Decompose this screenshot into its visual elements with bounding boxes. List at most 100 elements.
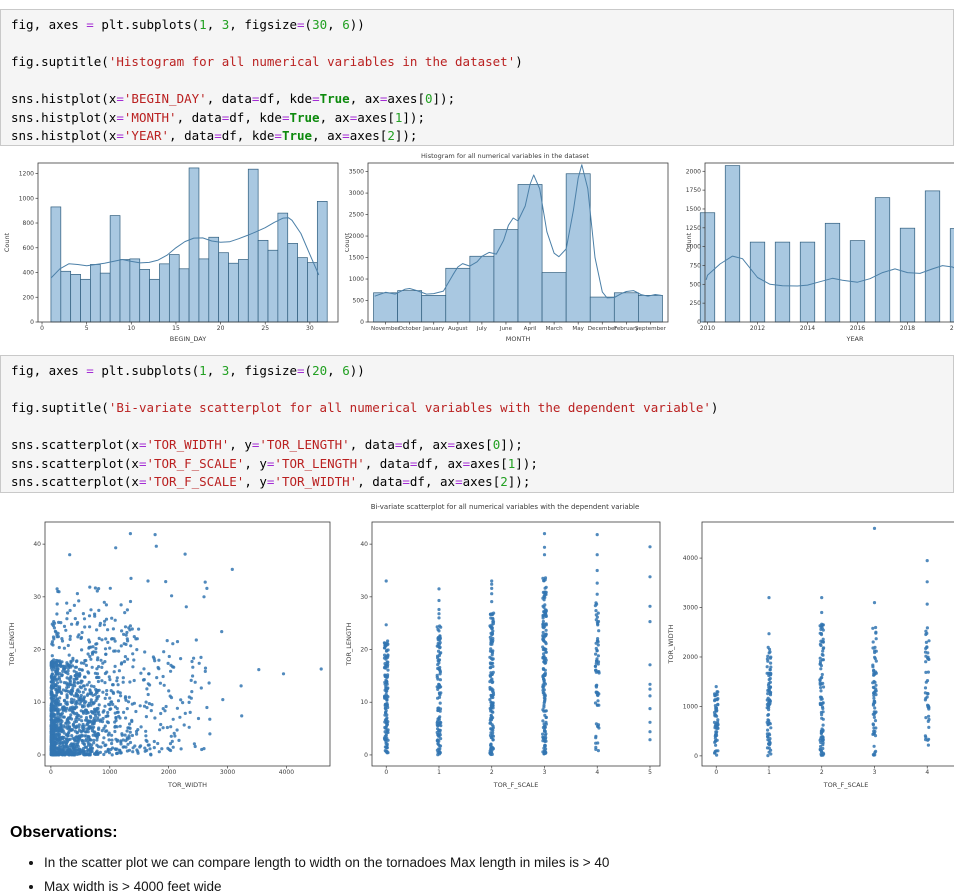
- svg-text:2000: 2000: [686, 168, 701, 175]
- svg-text:March: March: [546, 326, 564, 332]
- svg-text:BEGIN_DAY: BEGIN_DAY: [170, 335, 206, 343]
- svg-text:Count: Count: [685, 232, 693, 252]
- code-line: fig.suptitle('Bi-variate scatterplot for…: [11, 400, 719, 415]
- svg-text:1000: 1000: [102, 769, 117, 776]
- svg-text:2014: 2014: [800, 325, 815, 332]
- svg-text:2000: 2000: [683, 654, 698, 661]
- svg-text:5: 5: [85, 325, 89, 332]
- observation-item: In the scatter plot we can compare lengt…: [44, 855, 954, 870]
- svg-text:November: November: [371, 326, 401, 332]
- svg-text:250: 250: [690, 300, 702, 307]
- code-line: fig.suptitle('Histogram for all numerica…: [11, 54, 523, 69]
- svg-text:2000: 2000: [349, 233, 364, 240]
- code-line: [11, 418, 943, 437]
- svg-text:2: 2: [820, 769, 824, 776]
- svg-text:September: September: [635, 326, 667, 332]
- svg-text:3: 3: [543, 769, 547, 776]
- code-line: sns.histplot(x='YEAR', data=df, kde=True…: [11, 128, 418, 143]
- svg-text:2000: 2000: [161, 769, 176, 776]
- svg-text:August: August: [448, 326, 468, 332]
- observation-item: Max width is > 4000 feet wide: [44, 879, 954, 894]
- histogram-figure-title: Histogram for all numerical variables in…: [421, 152, 589, 160]
- code-line: sns.histplot(x='MONTH', data=df, kde=Tru…: [11, 109, 425, 125]
- svg-text:3000: 3000: [220, 769, 235, 776]
- svg-text:3500: 3500: [349, 169, 364, 176]
- observations-heading: Observations:: [10, 824, 118, 841]
- svg-text:TOR_F_SCALE: TOR_F_SCALE: [823, 781, 869, 789]
- code-line: sns.scatterplot(x='TOR_WIDTH', y='TOR_LE…: [11, 437, 523, 452]
- svg-text:October: October: [398, 326, 421, 332]
- svg-text:4000: 4000: [683, 555, 698, 562]
- svg-text:April: April: [524, 326, 537, 332]
- svg-text:TOR_WIDTH: TOR_WIDTH: [667, 624, 675, 664]
- svg-text:TOR_WIDTH: TOR_WIDTH: [167, 781, 207, 789]
- svg-text:3000: 3000: [349, 190, 364, 197]
- svg-text:2500: 2500: [349, 212, 364, 219]
- svg-text:4000: 4000: [279, 769, 294, 776]
- svg-text:2018: 2018: [900, 325, 915, 332]
- svg-text:June: June: [499, 326, 513, 332]
- svg-text:TOR_F_SCALE: TOR_F_SCALE: [493, 781, 539, 789]
- svg-text:2010: 2010: [700, 325, 715, 332]
- code-line: [11, 72, 943, 91]
- code-cell-scatterplots[interactable]: fig, axes = plt.subplots(1, 3, figsize=(…: [0, 355, 954, 493]
- svg-text:1200: 1200: [19, 171, 34, 178]
- svg-text:2012: 2012: [750, 325, 765, 332]
- svg-text:500: 500: [353, 298, 365, 305]
- svg-text:YEAR: YEAR: [845, 335, 864, 343]
- code-line: sns.scatterplot(x='TOR_F_SCALE', y='TOR_…: [11, 455, 538, 471]
- svg-text:0: 0: [364, 752, 368, 759]
- svg-text:0: 0: [694, 753, 698, 760]
- svg-text:2: 2: [490, 769, 494, 776]
- code-line: [11, 35, 943, 54]
- svg-text:0: 0: [40, 325, 44, 332]
- svg-text:4: 4: [595, 769, 599, 776]
- svg-text:1000: 1000: [349, 276, 364, 283]
- svg-text:10: 10: [127, 325, 135, 332]
- svg-text:0: 0: [360, 319, 364, 326]
- svg-text:MONTH: MONTH: [506, 335, 531, 343]
- svg-text:1500: 1500: [686, 206, 701, 213]
- code-cell-histograms[interactable]: fig, axes = plt.subplots(1, 3, figsize=(…: [0, 9, 954, 146]
- code-line: [11, 381, 943, 400]
- svg-text:15: 15: [172, 325, 180, 332]
- scatter-fscale-vs-width: 01000200030004000012345TOR_F_SCALETOR_WI…: [667, 521, 954, 789]
- code-line: fig, axes = plt.subplots(1, 3, figsize=(…: [11, 17, 365, 32]
- svg-text:30: 30: [33, 594, 41, 601]
- svg-text:May: May: [572, 326, 584, 332]
- scatter-fscale-vs-length: 0 10 20 30 40 0 1 2 3 4 5 TOR_F_SCALE TOR_LENGTH: [345, 521, 661, 789]
- svg-text:40: 40: [360, 541, 368, 548]
- svg-text:TOR_LENGTH: TOR_LENGTH: [8, 622, 16, 666]
- svg-text:20: 20: [360, 647, 368, 654]
- svg-text:Count: Count: [3, 232, 11, 252]
- svg-text:1000: 1000: [683, 703, 698, 710]
- histogram-begin-day: 0 200 400 600 800 1000 1200 0 5 10 15 20 25 30 BEGIN_D…: [3, 162, 339, 343]
- svg-text:0: 0: [384, 769, 388, 776]
- svg-text:400: 400: [23, 270, 35, 277]
- histogram-year: 0 250 500 750 1000 1250 1500 1750 2000 2010 2012 20…: [685, 162, 954, 343]
- svg-text:4: 4: [925, 769, 929, 776]
- svg-text:40: 40: [33, 541, 41, 548]
- code-line: sns.histplot(x='BEGIN_DAY', data=df, kde…: [11, 91, 456, 106]
- scatter-width-vs-length: 0 10 20 30 40 0 1000 2000 3000 4000 TOR_WIDTH TOR_L…: [8, 521, 331, 789]
- svg-text:0: 0: [697, 319, 701, 326]
- code-line: sns.scatterplot(x='TOR_F_SCALE', y='TOR_…: [11, 474, 531, 489]
- svg-text:2020: 2020: [950, 325, 954, 332]
- svg-text:10: 10: [33, 699, 41, 706]
- svg-text:July: July: [476, 326, 488, 332]
- svg-text:20: 20: [217, 325, 225, 332]
- svg-text:0: 0: [30, 319, 34, 326]
- svg-text:February: February: [614, 326, 639, 332]
- svg-text:January: January: [422, 326, 445, 332]
- svg-text:3: 3: [873, 769, 877, 776]
- svg-text:10: 10: [360, 699, 368, 706]
- svg-text:30: 30: [306, 325, 314, 332]
- svg-text:20: 20: [33, 647, 41, 654]
- svg-text:December: December: [588, 326, 618, 332]
- svg-text:600: 600: [23, 245, 35, 252]
- histogram-figure-output: Histogram for all numerical variables in…: [0, 150, 954, 355]
- svg-text:1000: 1000: [19, 195, 34, 202]
- svg-text:0: 0: [49, 769, 53, 776]
- svg-text:750: 750: [690, 262, 702, 269]
